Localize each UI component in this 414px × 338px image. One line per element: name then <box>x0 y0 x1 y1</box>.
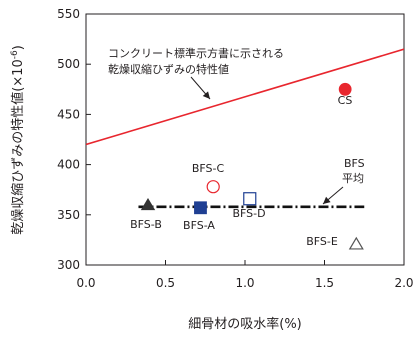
y-tick-label: 350 <box>57 208 80 222</box>
x-tick-label: 2.0 <box>394 276 413 290</box>
x-axis-title: 細骨材の吸水率(%) <box>188 316 302 332</box>
point-bfs-c <box>206 180 220 194</box>
annotation-arrows <box>190 76 344 205</box>
y-tick-label: 400 <box>57 158 80 172</box>
data-points <box>140 82 364 250</box>
label-bfs-c: BFS-C <box>192 162 225 175</box>
y-tick-label: 550 <box>57 7 80 21</box>
x-tick-label: 1.5 <box>315 276 334 290</box>
line-label-standard-2: 乾燥収縮ひずみの特性値 <box>108 62 229 76</box>
x-tick-label: 1.0 <box>235 276 254 290</box>
y-axis-title-close: ) <box>11 45 26 50</box>
label-cs: CS <box>338 94 353 107</box>
point-bfs-e <box>348 236 364 250</box>
y-axis-title-exponent: -6 <box>10 50 20 59</box>
chart-lines <box>86 48 404 209</box>
label-bfs-d: BFS-D <box>232 207 265 220</box>
point-bfs-a <box>194 201 207 215</box>
line-label-standard-1: コンクリート標準示方書に示される <box>108 46 284 60</box>
y-axis-title: 乾燥収縮ひずみの特性値(×10-6) <box>10 45 26 235</box>
x-tick-label: 0.5 <box>156 276 175 290</box>
line-label-bfs-2: 平均 <box>342 172 364 185</box>
standard-line-arrow-head <box>202 91 210 99</box>
y-axis-title-main: 乾燥収縮ひずみの特性値(×10 <box>10 59 26 235</box>
axis-ticks: 0.0 0.5 1.0 1.5 2.0 300 350 400 450 500 550 <box>57 7 413 290</box>
label-bfs-a: BFS-A <box>183 219 215 232</box>
data-labels: CS BFS-C BFS-A BFS-D BFS-B BFS-E <box>130 94 352 248</box>
point-bfs-d <box>243 192 257 206</box>
y-tick-label: 450 <box>57 107 80 121</box>
bfs-average-arrow-head <box>323 196 331 204</box>
standard-line <box>86 48 404 146</box>
point-cs <box>338 82 352 96</box>
y-tick-label: 300 <box>57 258 80 272</box>
y-tick-label: 500 <box>57 57 80 71</box>
label-bfs-b: BFS-B <box>130 218 162 231</box>
line-label-bfs-1: BFS <box>344 157 365 170</box>
label-bfs-e: BFS-E <box>306 235 338 248</box>
point-bfs-b <box>140 197 156 211</box>
x-tick-label: 0.0 <box>76 276 95 290</box>
plot-area <box>85 13 405 266</box>
